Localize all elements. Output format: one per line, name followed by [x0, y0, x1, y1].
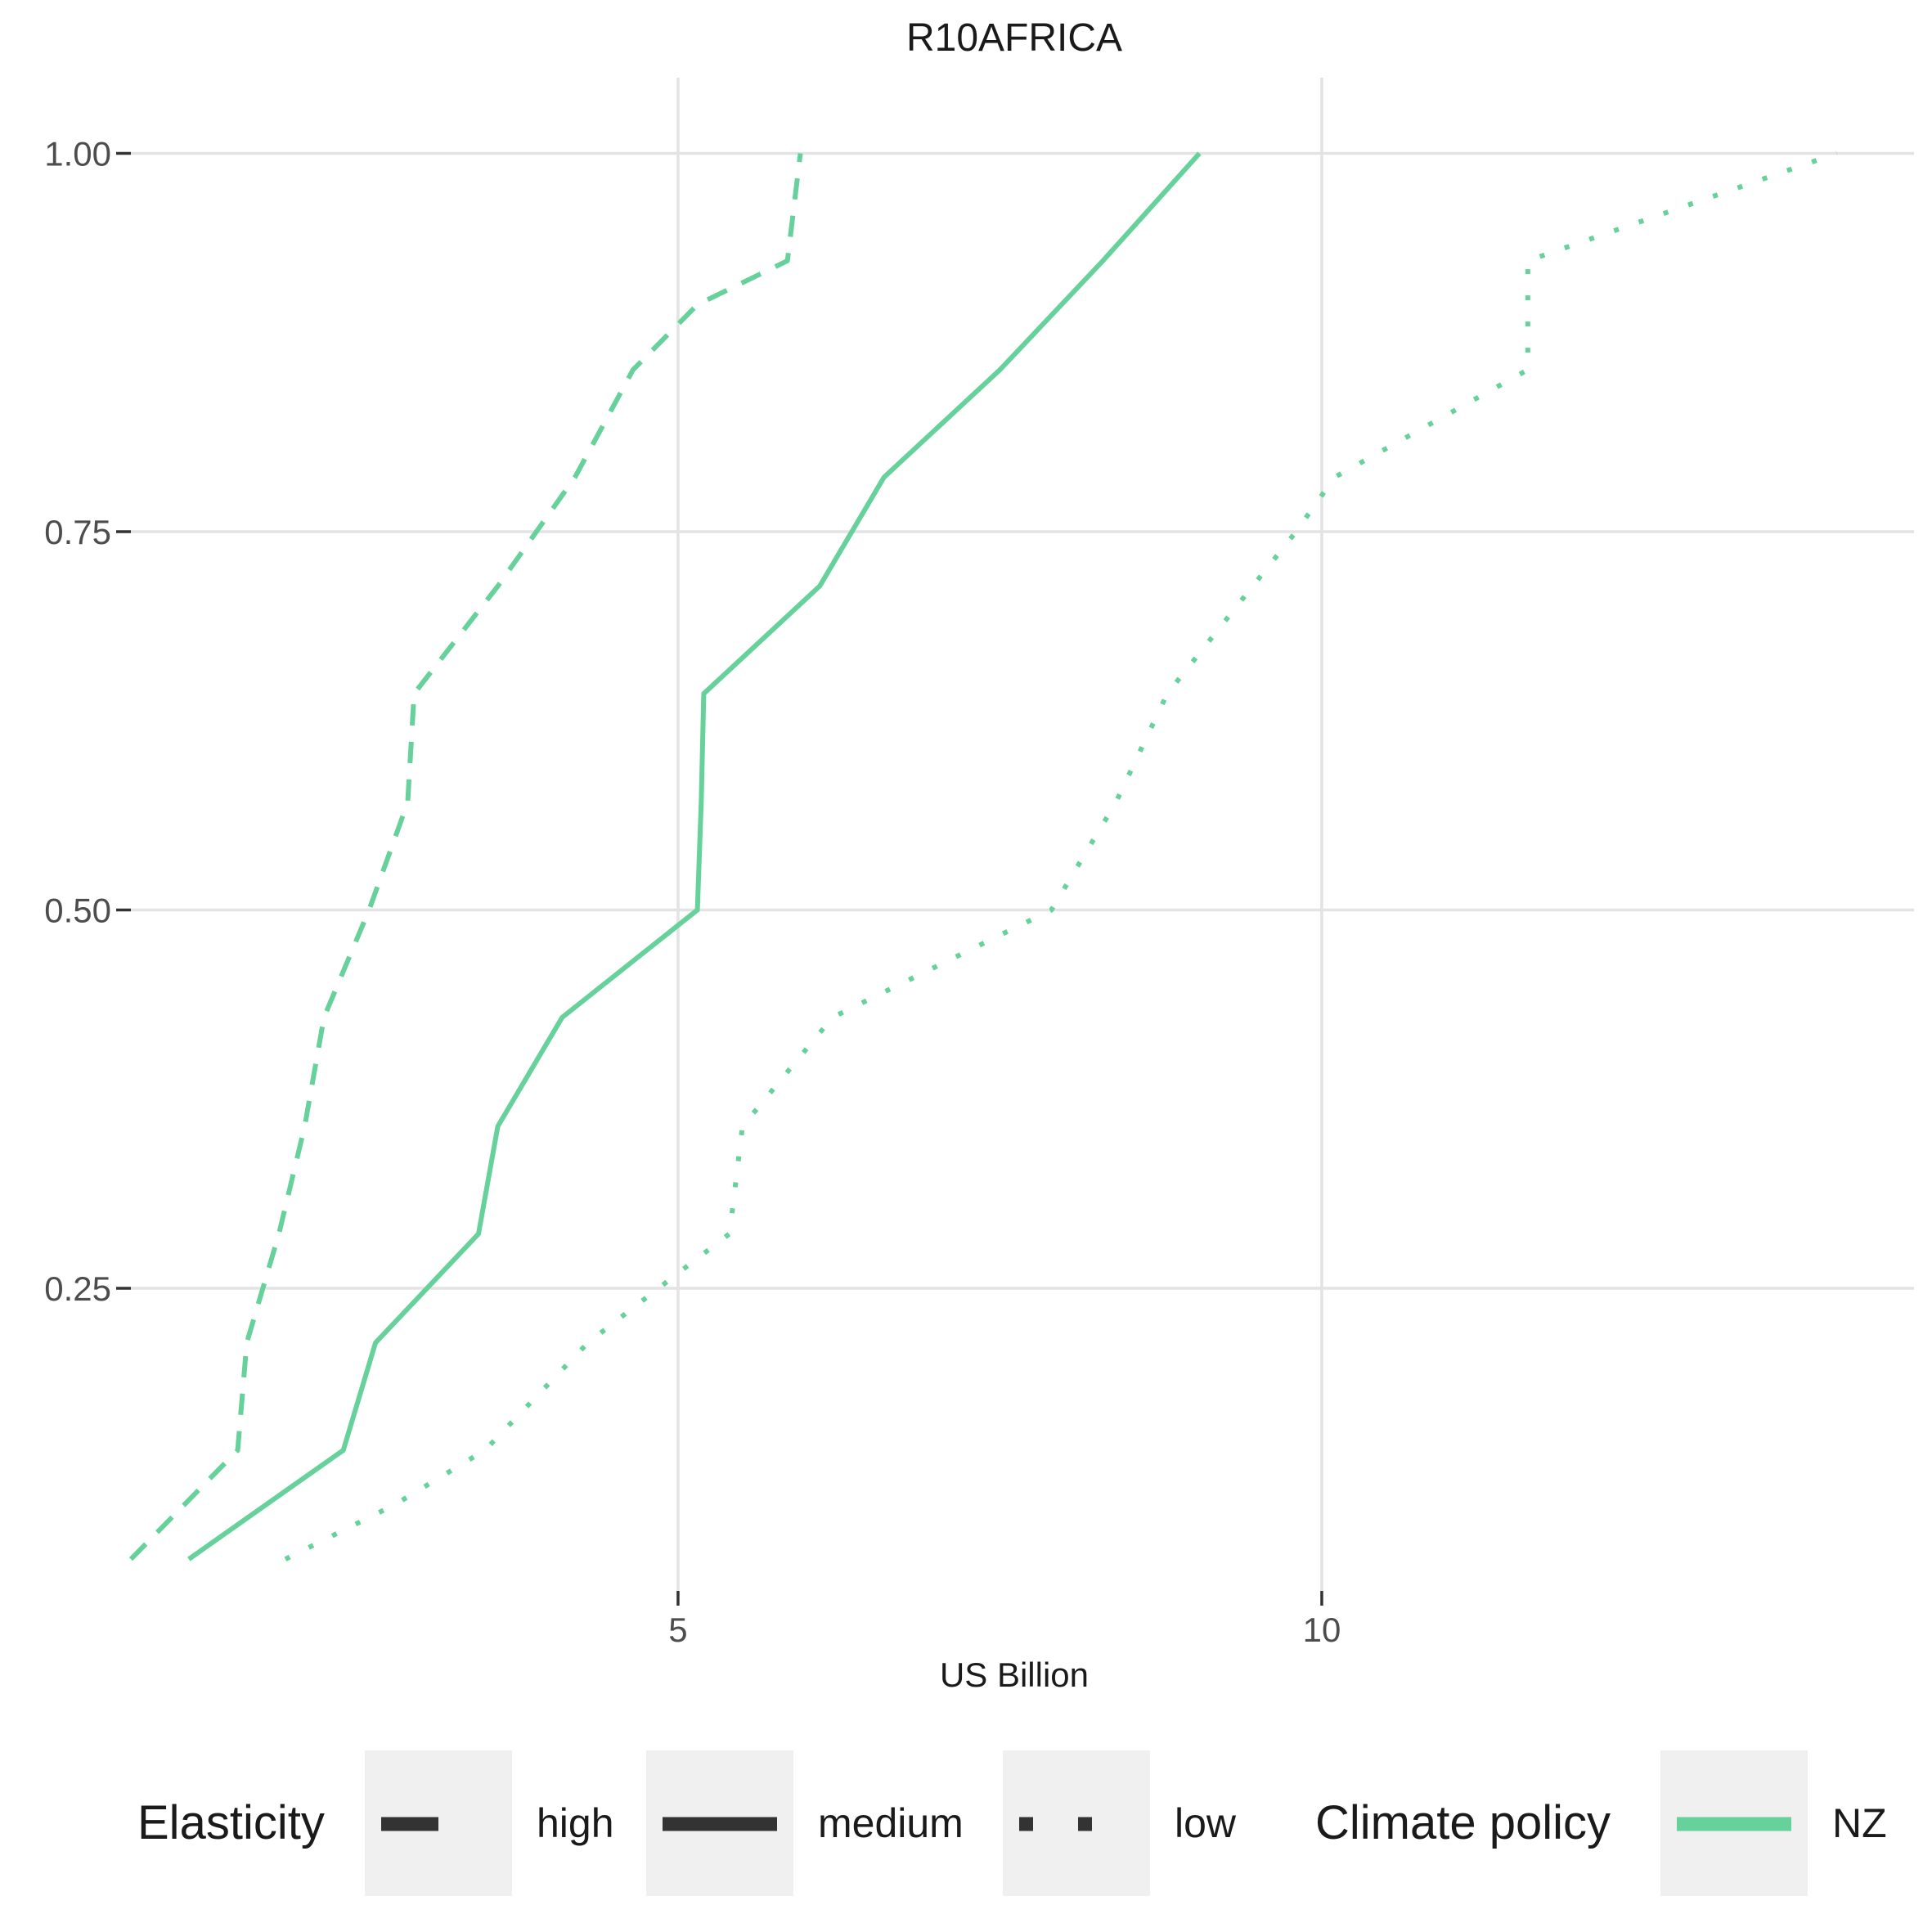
- legend-title-elasticity: Elasticity: [137, 1796, 325, 1849]
- y-tick-label: 1.00: [44, 135, 111, 173]
- plot-series: [128, 151, 1838, 1561]
- x-tick-label: 10: [1303, 1611, 1341, 1649]
- legend-label-nz: NZ: [1832, 1800, 1887, 1846]
- axis-ticks: 0.25 0.50 0.75 1.00 5 10: [44, 135, 1341, 1650]
- legend-label-medium: medium: [818, 1800, 964, 1846]
- y-tick-label: 0.75: [44, 513, 111, 551]
- chart-title: R10AFRICA: [906, 16, 1122, 60]
- legend-label-low: low: [1175, 1800, 1237, 1846]
- grid-lines: [131, 78, 1914, 1591]
- x-tick-label: 5: [668, 1611, 687, 1649]
- legend-title-climate-policy: Climate policy: [1315, 1796, 1611, 1849]
- legend-label-high: high: [537, 1800, 614, 1846]
- series-line-medium-nz: [187, 151, 1202, 1561]
- series-line-low-nz: [284, 151, 1838, 1561]
- y-tick-label: 0.50: [44, 892, 111, 930]
- y-tick-label: 0.25: [44, 1269, 111, 1308]
- x-axis-title: US Billion: [940, 1656, 1089, 1694]
- legend: Elasticity high medium low Climate polic…: [137, 1750, 1887, 1896]
